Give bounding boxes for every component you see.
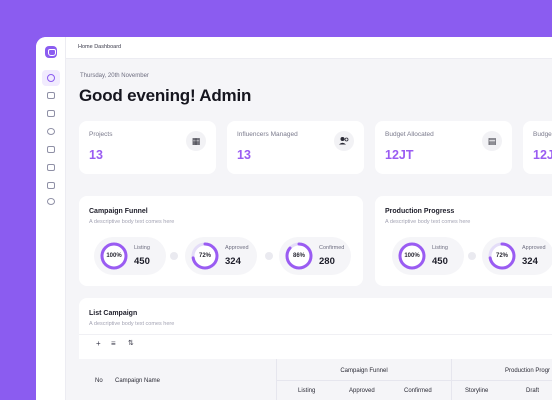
sidebar xyxy=(36,37,66,400)
column-group-campaign-funnel: Campaign Funnel xyxy=(340,368,388,374)
stat-value: 12J xyxy=(533,148,552,162)
stat-card-budget[interactable]: Budget Allocated 12JT ▤ xyxy=(375,121,512,174)
stat-label: Budge xyxy=(533,131,552,138)
funnel-item-listing[interactable]: 100% Listing 450 xyxy=(94,237,166,275)
chat-icon[interactable] xyxy=(47,128,55,135)
progress-ring xyxy=(285,242,313,270)
group-divider xyxy=(277,380,552,381)
production-label: Approved xyxy=(522,245,546,251)
filter-icon[interactable]: ≡ xyxy=(111,339,116,348)
production-item-approved[interactable]: 72% Approved 324 xyxy=(482,237,552,275)
breadcrumb: Home Dashboard xyxy=(78,44,122,50)
panel-subtitle: A descriptive body text comes here xyxy=(89,321,175,327)
stat-value: 13 xyxy=(89,148,103,162)
column-approved[interactable]: Approved xyxy=(349,388,375,394)
list-icon[interactable] xyxy=(47,110,55,117)
users-icon xyxy=(334,131,354,151)
production-label: Listing xyxy=(432,245,448,251)
progress-percent: 100% xyxy=(106,253,122,259)
production-item-listing[interactable]: 100% Listing 450 xyxy=(392,237,464,275)
dashboard-icon[interactable] xyxy=(47,74,55,82)
panel-subtitle: A descriptive body text comes here xyxy=(89,219,175,225)
stat-value: 12JT xyxy=(385,148,414,162)
stat-value: 13 xyxy=(237,148,251,162)
box-icon[interactable] xyxy=(47,92,55,99)
panel-title: Production Progress xyxy=(385,208,455,215)
ring-progress-arc xyxy=(100,242,128,270)
progress-percent: 72% xyxy=(495,253,508,259)
wallet-icon: ▤ xyxy=(482,131,502,151)
sort-icon[interactable]: ⇅ xyxy=(128,340,134,347)
ring-progress-arc xyxy=(191,242,219,270)
settings-icon[interactable] xyxy=(47,198,55,205)
column-storyline[interactable]: Storyline xyxy=(465,388,489,394)
column-draft[interactable]: Draft xyxy=(526,388,540,394)
funnel-label: Listing xyxy=(134,245,150,251)
page-title: Good evening! Admin xyxy=(79,86,252,105)
column-divider xyxy=(276,359,277,400)
table-toolbar: + ≡ ⇅ xyxy=(79,334,552,354)
stat-card-influencers[interactable]: Influencers Managed 13 xyxy=(227,121,364,174)
funnel-value: 450 xyxy=(134,256,150,267)
column-group-production-progress: Production Progr xyxy=(505,368,551,374)
document-icon[interactable] xyxy=(47,164,55,171)
table-header: No Campaign Name Campaign Funnel Listing… xyxy=(79,359,552,400)
panel-title: List Campaign xyxy=(89,310,138,317)
funnel-value: 324 xyxy=(225,256,241,267)
progress-ring xyxy=(398,242,426,270)
funnel-connector xyxy=(170,252,178,260)
topbar: Home Dashboard xyxy=(66,37,552,59)
funnel-label: Approved xyxy=(225,245,249,251)
current-date: Thursday, 20th November xyxy=(80,73,149,79)
progress-ring xyxy=(191,242,219,270)
campaign-funnel-panel: Campaign Funnel A descriptive body text … xyxy=(79,196,363,286)
stat-label: Budget Allocated xyxy=(385,131,434,138)
list-campaign-panel: List Campaign A descriptive body text co… xyxy=(79,298,552,400)
progress-percent: 100% xyxy=(404,253,420,259)
calendar-icon[interactable] xyxy=(47,182,55,189)
column-divider xyxy=(451,359,452,400)
stat-card-projects[interactable]: Projects 13 ▦ xyxy=(79,121,216,174)
progress-ring xyxy=(488,242,516,270)
ring-progress-arc xyxy=(398,242,426,270)
funnel-item-approved[interactable]: 72% Approved 324 xyxy=(185,237,257,275)
column-campaign-name[interactable]: Campaign Name xyxy=(115,378,161,384)
ring-progress-arc xyxy=(285,242,313,270)
funnel-value: 280 xyxy=(319,256,335,267)
column-confirmed[interactable]: Confirmed xyxy=(404,388,432,394)
projects-icon: ▦ xyxy=(186,131,206,151)
column-listing[interactable]: Listing xyxy=(298,388,316,394)
production-connector xyxy=(468,252,476,260)
progress-percent: 72% xyxy=(198,253,211,259)
funnel-connector xyxy=(265,252,273,260)
add-icon[interactable]: + xyxy=(96,339,101,348)
ring-progress-arc xyxy=(488,242,516,270)
panel-subtitle: A descriptive body text comes here xyxy=(385,219,471,225)
stat-label: Projects xyxy=(89,131,113,138)
layers-icon[interactable] xyxy=(47,146,55,153)
funnel-item-confirmed[interactable]: 86% Confirmed 280 xyxy=(279,237,351,275)
column-no[interactable]: No xyxy=(95,378,103,384)
production-progress-panel: Production Progress A descriptive body t… xyxy=(375,196,552,286)
progress-ring xyxy=(100,242,128,270)
logo-icon[interactable] xyxy=(45,46,57,58)
stat-card-budget-2[interactable]: Budge 12J xyxy=(523,121,552,174)
progress-percent: 86% xyxy=(292,253,305,259)
stat-label: Influencers Managed xyxy=(237,131,298,138)
production-value: 450 xyxy=(432,256,448,267)
production-value: 324 xyxy=(522,256,538,267)
panel-title: Campaign Funnel xyxy=(89,208,148,215)
funnel-label: Confirmed xyxy=(319,245,345,251)
